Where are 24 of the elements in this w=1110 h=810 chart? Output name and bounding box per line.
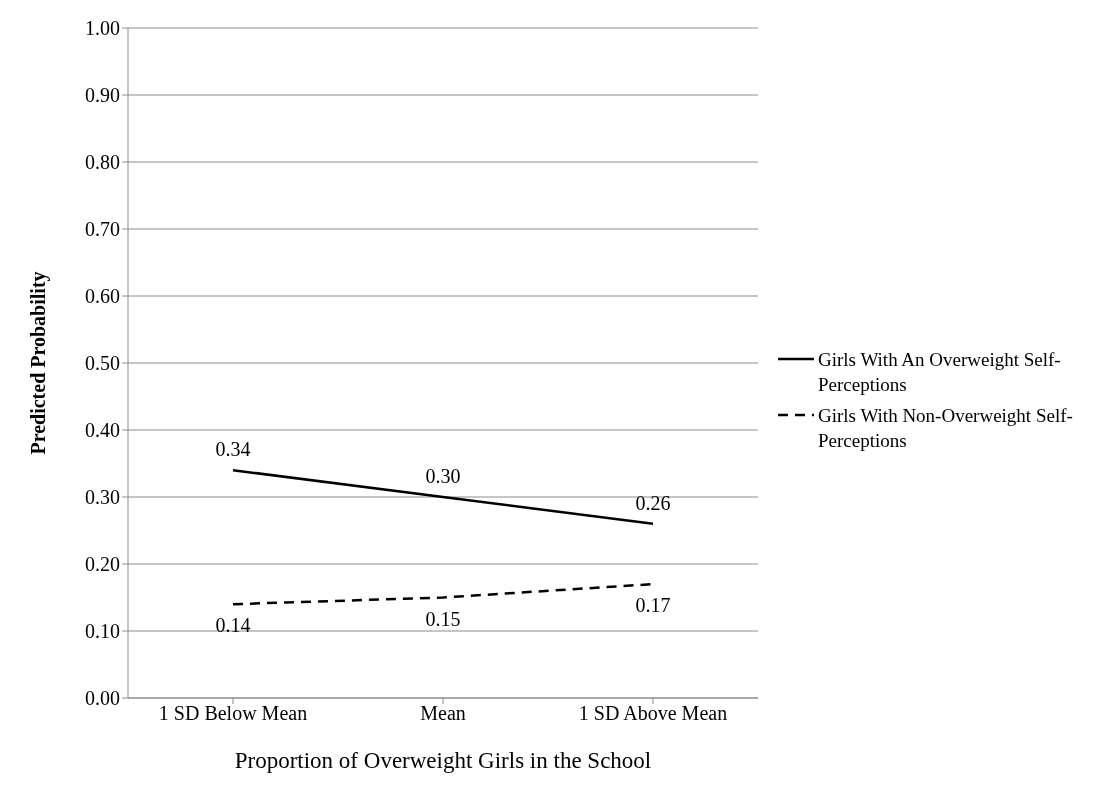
data-label: 0.30 (425, 465, 461, 487)
data-label: 0.14 (215, 614, 251, 637)
y-tick-label: 1.00 (85, 17, 120, 40)
data-label: 0.26 (635, 491, 671, 514)
y-tick-label: 0.50 (85, 352, 120, 375)
y-tick-label: 0.40 (85, 419, 120, 442)
y-tick-label: 0.60 (85, 285, 120, 308)
y-tick-label: 0.70 (85, 218, 120, 241)
y-tick-label: 0.90 (85, 84, 120, 107)
legend-label: Girls With An Overweight Self-Perceptions (818, 348, 1062, 397)
y-tick-label: 0.10 (85, 620, 120, 643)
legend-label: Girls With Non-Overweight Self-Perceptions (818, 404, 1074, 453)
x-tick-label: 1 SD Above Mean (578, 702, 728, 725)
x-tick-label: 1 SD Below Mean (158, 702, 308, 725)
y-tick-label: 0.00 (85, 687, 120, 710)
y-tick-label: 0.20 (85, 553, 120, 576)
data-label: 0.15 (425, 607, 461, 630)
y-tick-label: 0.80 (85, 151, 120, 174)
y-tick-label: 0.30 (85, 486, 120, 509)
y-axis-title: Predicted Probability (27, 271, 51, 455)
data-label: 0.17 (635, 594, 671, 617)
data-label: 0.34 (215, 438, 251, 461)
x-axis-title: Proportion of Overweight Girls in the School (234, 748, 652, 773)
x-tick-label: Mean (420, 702, 466, 725)
